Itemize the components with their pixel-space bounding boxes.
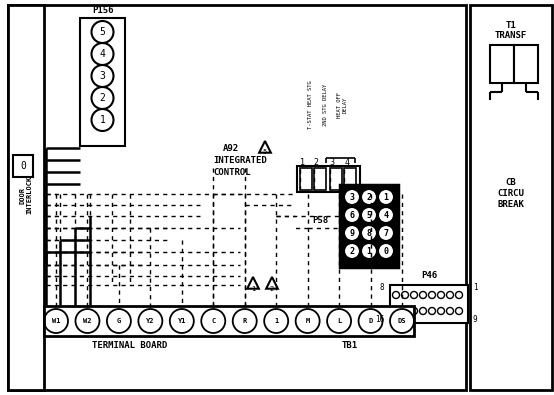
Text: 2: 2 [367, 192, 372, 201]
Text: BREAK: BREAK [497, 199, 525, 209]
Text: DOOR
INTERLOCK: DOOR INTERLOCK [19, 176, 33, 214]
Text: 4: 4 [345, 158, 350, 167]
Text: 6: 6 [350, 211, 355, 220]
Text: 0: 0 [383, 246, 388, 256]
Text: 8: 8 [379, 284, 384, 293]
Text: 4: 4 [100, 49, 105, 59]
Text: W1: W1 [52, 318, 60, 324]
Text: DS: DS [398, 318, 406, 324]
Bar [13, 155, 33, 177]
Text: CONTROL: CONTROL [213, 167, 250, 177]
Circle shape [361, 207, 377, 223]
Bar [80, 18, 125, 146]
Text: 3: 3 [100, 71, 105, 81]
Text: 2: 2 [100, 93, 105, 103]
Text: W2: W2 [83, 318, 92, 324]
Circle shape [378, 189, 394, 205]
Text: M: M [305, 318, 310, 324]
Text: 16: 16 [376, 316, 384, 325]
Text: 1: 1 [473, 284, 478, 293]
Text: T-STAT HEAT STG: T-STAT HEAT STG [307, 81, 312, 130]
Text: G: G [117, 318, 121, 324]
Text: TB1: TB1 [342, 340, 358, 350]
Text: 2ND STG DELAY: 2ND STG DELAY [322, 84, 327, 126]
Text: P156: P156 [92, 6, 113, 15]
Text: 2: 2 [314, 158, 319, 167]
Bar [490, 45, 514, 83]
Text: 3: 3 [350, 192, 355, 201]
Text: TERMINAL BOARD: TERMINAL BOARD [93, 340, 168, 350]
Bar [514, 45, 538, 83]
Text: C: C [211, 318, 216, 324]
Text: D: D [368, 318, 373, 324]
Text: R: R [243, 318, 247, 324]
Text: 1: 1 [367, 246, 372, 256]
Circle shape [344, 189, 360, 205]
Text: 5: 5 [367, 211, 372, 220]
Bar [8, 5, 44, 390]
Bar [340, 185, 398, 267]
Circle shape [361, 189, 377, 205]
Text: 9: 9 [473, 316, 478, 325]
Bar [344, 168, 356, 190]
Circle shape [344, 225, 360, 241]
Bar [44, 306, 414, 336]
Circle shape [378, 225, 394, 241]
Bar [470, 5, 552, 390]
Text: 1: 1 [100, 115, 105, 125]
Text: 2: 2 [350, 246, 355, 256]
Text: 9: 9 [350, 228, 355, 237]
Text: L: L [337, 318, 341, 324]
Text: 1: 1 [300, 158, 305, 167]
Text: 4: 4 [383, 211, 388, 220]
Circle shape [378, 207, 394, 223]
Text: 3: 3 [330, 158, 335, 167]
Circle shape [344, 243, 360, 259]
Bar [300, 168, 312, 190]
Bar [297, 166, 360, 192]
Text: A92: A92 [223, 143, 239, 152]
Bar [330, 168, 342, 190]
Text: 8: 8 [367, 228, 372, 237]
Text: P58: P58 [312, 216, 328, 224]
Text: 0: 0 [20, 161, 26, 171]
Bar [8, 5, 466, 390]
Text: 5: 5 [263, 149, 267, 155]
Bar [390, 285, 468, 323]
Text: 1: 1 [251, 286, 255, 292]
Circle shape [378, 243, 394, 259]
Text: 7: 7 [383, 228, 388, 237]
Text: 1: 1 [383, 192, 388, 201]
Text: P46: P46 [421, 271, 437, 280]
Circle shape [344, 207, 360, 223]
Text: TRANSF: TRANSF [495, 30, 527, 40]
Text: Y2: Y2 [146, 318, 155, 324]
Text: HEAT OFF
DELAY: HEAT OFF DELAY [337, 92, 347, 118]
Text: 2: 2 [270, 286, 274, 292]
Text: T1: T1 [506, 21, 516, 30]
Circle shape [361, 225, 377, 241]
Circle shape [361, 243, 377, 259]
Bar [314, 168, 326, 190]
Text: 5: 5 [100, 27, 105, 37]
Text: Y1: Y1 [178, 318, 186, 324]
Text: CIRCU: CIRCU [497, 188, 525, 198]
Text: INTEGRATED: INTEGRATED [213, 156, 266, 164]
Text: CB: CB [506, 177, 516, 186]
Text: 1: 1 [274, 318, 278, 324]
